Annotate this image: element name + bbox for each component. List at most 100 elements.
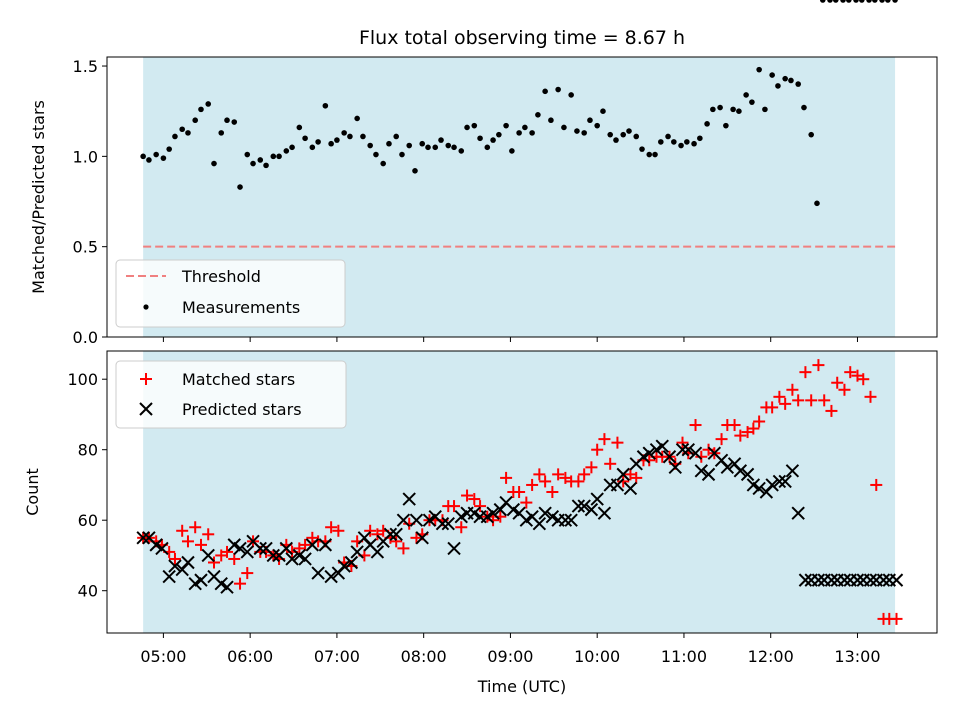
predicted-star-point [616,467,630,482]
figure-title: Flux total observing time = 8.67 h [359,27,685,49]
matched-star-point [766,401,779,414]
measurement-point [464,124,470,131]
predicted-star-point [415,531,429,545]
predicted-star-point [155,541,169,556]
predicted-star-point [402,492,416,506]
predicted-star-point [564,513,578,527]
measurement-point [185,130,191,136]
measurement-point [717,104,723,111]
measurement-point [775,83,781,89]
predicted-star-point [584,502,599,517]
predicted-star-point [798,573,813,587]
matched-star-point [194,538,207,551]
matched-star-point [864,390,877,403]
bottom-y-axis-label: Count [23,468,42,516]
predicted-star-point [337,559,351,573]
measurement-point [205,101,212,107]
matched-star-point [715,433,728,446]
predicted-star-point [538,506,552,520]
measurement-point [237,184,243,190]
predicted-stars-points [136,439,904,594]
measurement-point [529,130,535,136]
matched-star-point [786,383,799,396]
matched-star-point [812,359,825,372]
measurement-point [885,0,891,3]
matched-star-point [844,366,857,379]
matched-star-point [241,567,254,580]
measurement-point [840,0,846,3]
matched-star-point [773,390,786,403]
measurement-point [380,160,386,167]
predicted-star-point [642,446,656,460]
predicted-star-point [324,569,338,584]
predicted-star-point [571,499,586,513]
bottom-legend-box [115,360,347,429]
predicted-star-point [370,545,385,559]
matched-star-point [299,538,312,551]
measurement-point [166,146,172,152]
predicted-star-point [623,481,638,496]
predicted-star-point [441,517,455,531]
measurement-point [458,148,465,154]
measurement-point [607,131,614,138]
predicted-star-point [233,541,247,556]
matched-star-point [643,454,656,467]
measurement-point [198,106,204,113]
measurement-point [859,0,865,3]
predicted-star-point [668,460,682,475]
predicted-star-point [181,555,195,570]
predicted-star-point [889,573,904,587]
matched-star-point [513,486,526,498]
measurement-point [224,117,230,124]
measurement-point [704,121,710,127]
measurement-point [425,144,431,151]
matched-star-point [870,478,883,491]
predicted-star-point [791,506,805,520]
predicted-star-point [701,467,716,482]
measurement-point [814,200,820,207]
x-tick-label: 05:00 [140,647,186,666]
predicted-star-point [610,478,625,492]
measurement-points [140,0,898,207]
x-axis-label: Time (UTC) [477,677,566,696]
legend-threshold-label: Threshold [181,267,261,286]
x-tick-label: 09:00 [487,647,533,666]
measurement-point [845,0,852,3]
matched-star-point [630,471,643,484]
predicted-star-point [590,492,604,506]
predicted-star-point [733,464,748,478]
legend-measurement-swatch [143,304,149,310]
measurement-point [276,153,282,160]
measurement-point [496,131,502,138]
measurement-point [140,153,146,160]
y-tick-label: 0.5 [73,238,98,257]
matched-star-point [390,535,403,548]
legend-matched-swatch [140,373,152,385]
predicted-star-point [720,460,735,475]
measurement-point [263,162,269,169]
predicted-star-point [344,555,359,570]
matched-star-point [520,496,533,509]
legend-measurements-label: Measurements [182,298,300,317]
matched-star-point [598,433,611,446]
measurement-point [490,137,496,143]
top-legend-box [115,259,346,328]
matched-star-point [189,521,202,534]
matched-star-point [734,429,747,442]
measurement-point [419,140,426,147]
measurement-point [432,144,439,151]
predicted-star-point [318,538,333,552]
matched-star-point [676,436,689,449]
matched-star-point [448,500,461,513]
predicted-star-point [532,517,547,531]
measurement-point [587,117,593,124]
measurement-point [782,75,788,82]
measurement-point [315,139,321,145]
predicted-star-point [409,513,424,527]
measurement-point [710,106,716,113]
measurement-point [743,92,749,98]
measurement-point [172,133,178,140]
top-y-ticks: 0.0 0.5 1.0 1.5 [73,57,107,347]
measurement-point [819,0,826,3]
legend-predicted-swatch [139,402,153,416]
